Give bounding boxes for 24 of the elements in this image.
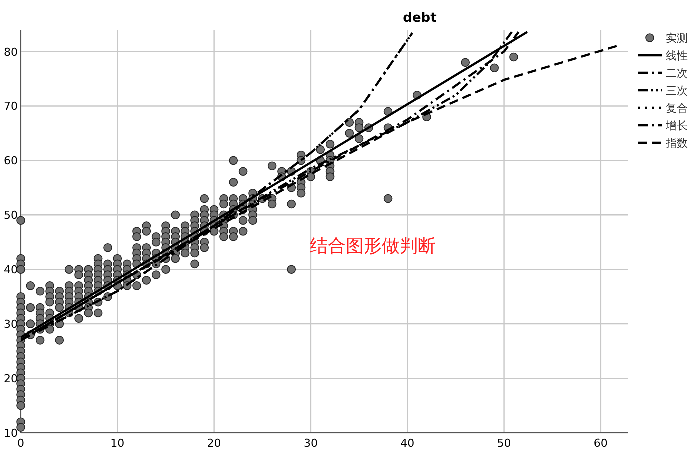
y-tick-label: 10 bbox=[4, 427, 18, 440]
y-tick-label: 40 bbox=[4, 264, 18, 277]
x-tick-label: 0 bbox=[18, 437, 24, 450]
legend-label: 增长 bbox=[665, 120, 688, 132]
y-tick-label: 30 bbox=[4, 318, 18, 332]
x-tick-label: 20 bbox=[207, 437, 222, 450]
x-tick-label: 50 bbox=[497, 437, 512, 450]
chart-title: debt bbox=[403, 11, 437, 26]
legend-label: 三次 bbox=[666, 84, 688, 98]
y-tick-label: 20 bbox=[4, 372, 18, 386]
x-tick-label: 10 bbox=[110, 437, 125, 450]
legend-label: 二次 bbox=[666, 67, 688, 80]
x-tick-label: 60 bbox=[594, 437, 608, 450]
legend-label: 实测 bbox=[666, 32, 688, 45]
y-tick-label: 50 bbox=[4, 209, 18, 222]
annotation: 结合图形做判断 bbox=[310, 236, 436, 257]
legend-label: 复合 bbox=[666, 102, 688, 115]
y-tick-label: 80 bbox=[4, 46, 18, 59]
x-tick-label: 40 bbox=[400, 437, 415, 450]
x-tick-label: 30 bbox=[304, 437, 318, 450]
legend-label: 线性 bbox=[666, 50, 688, 62]
y-tick-label: 70 bbox=[4, 100, 18, 114]
y-tick-label: 60 bbox=[4, 154, 18, 168]
legend-label: 指数 bbox=[665, 137, 688, 150]
